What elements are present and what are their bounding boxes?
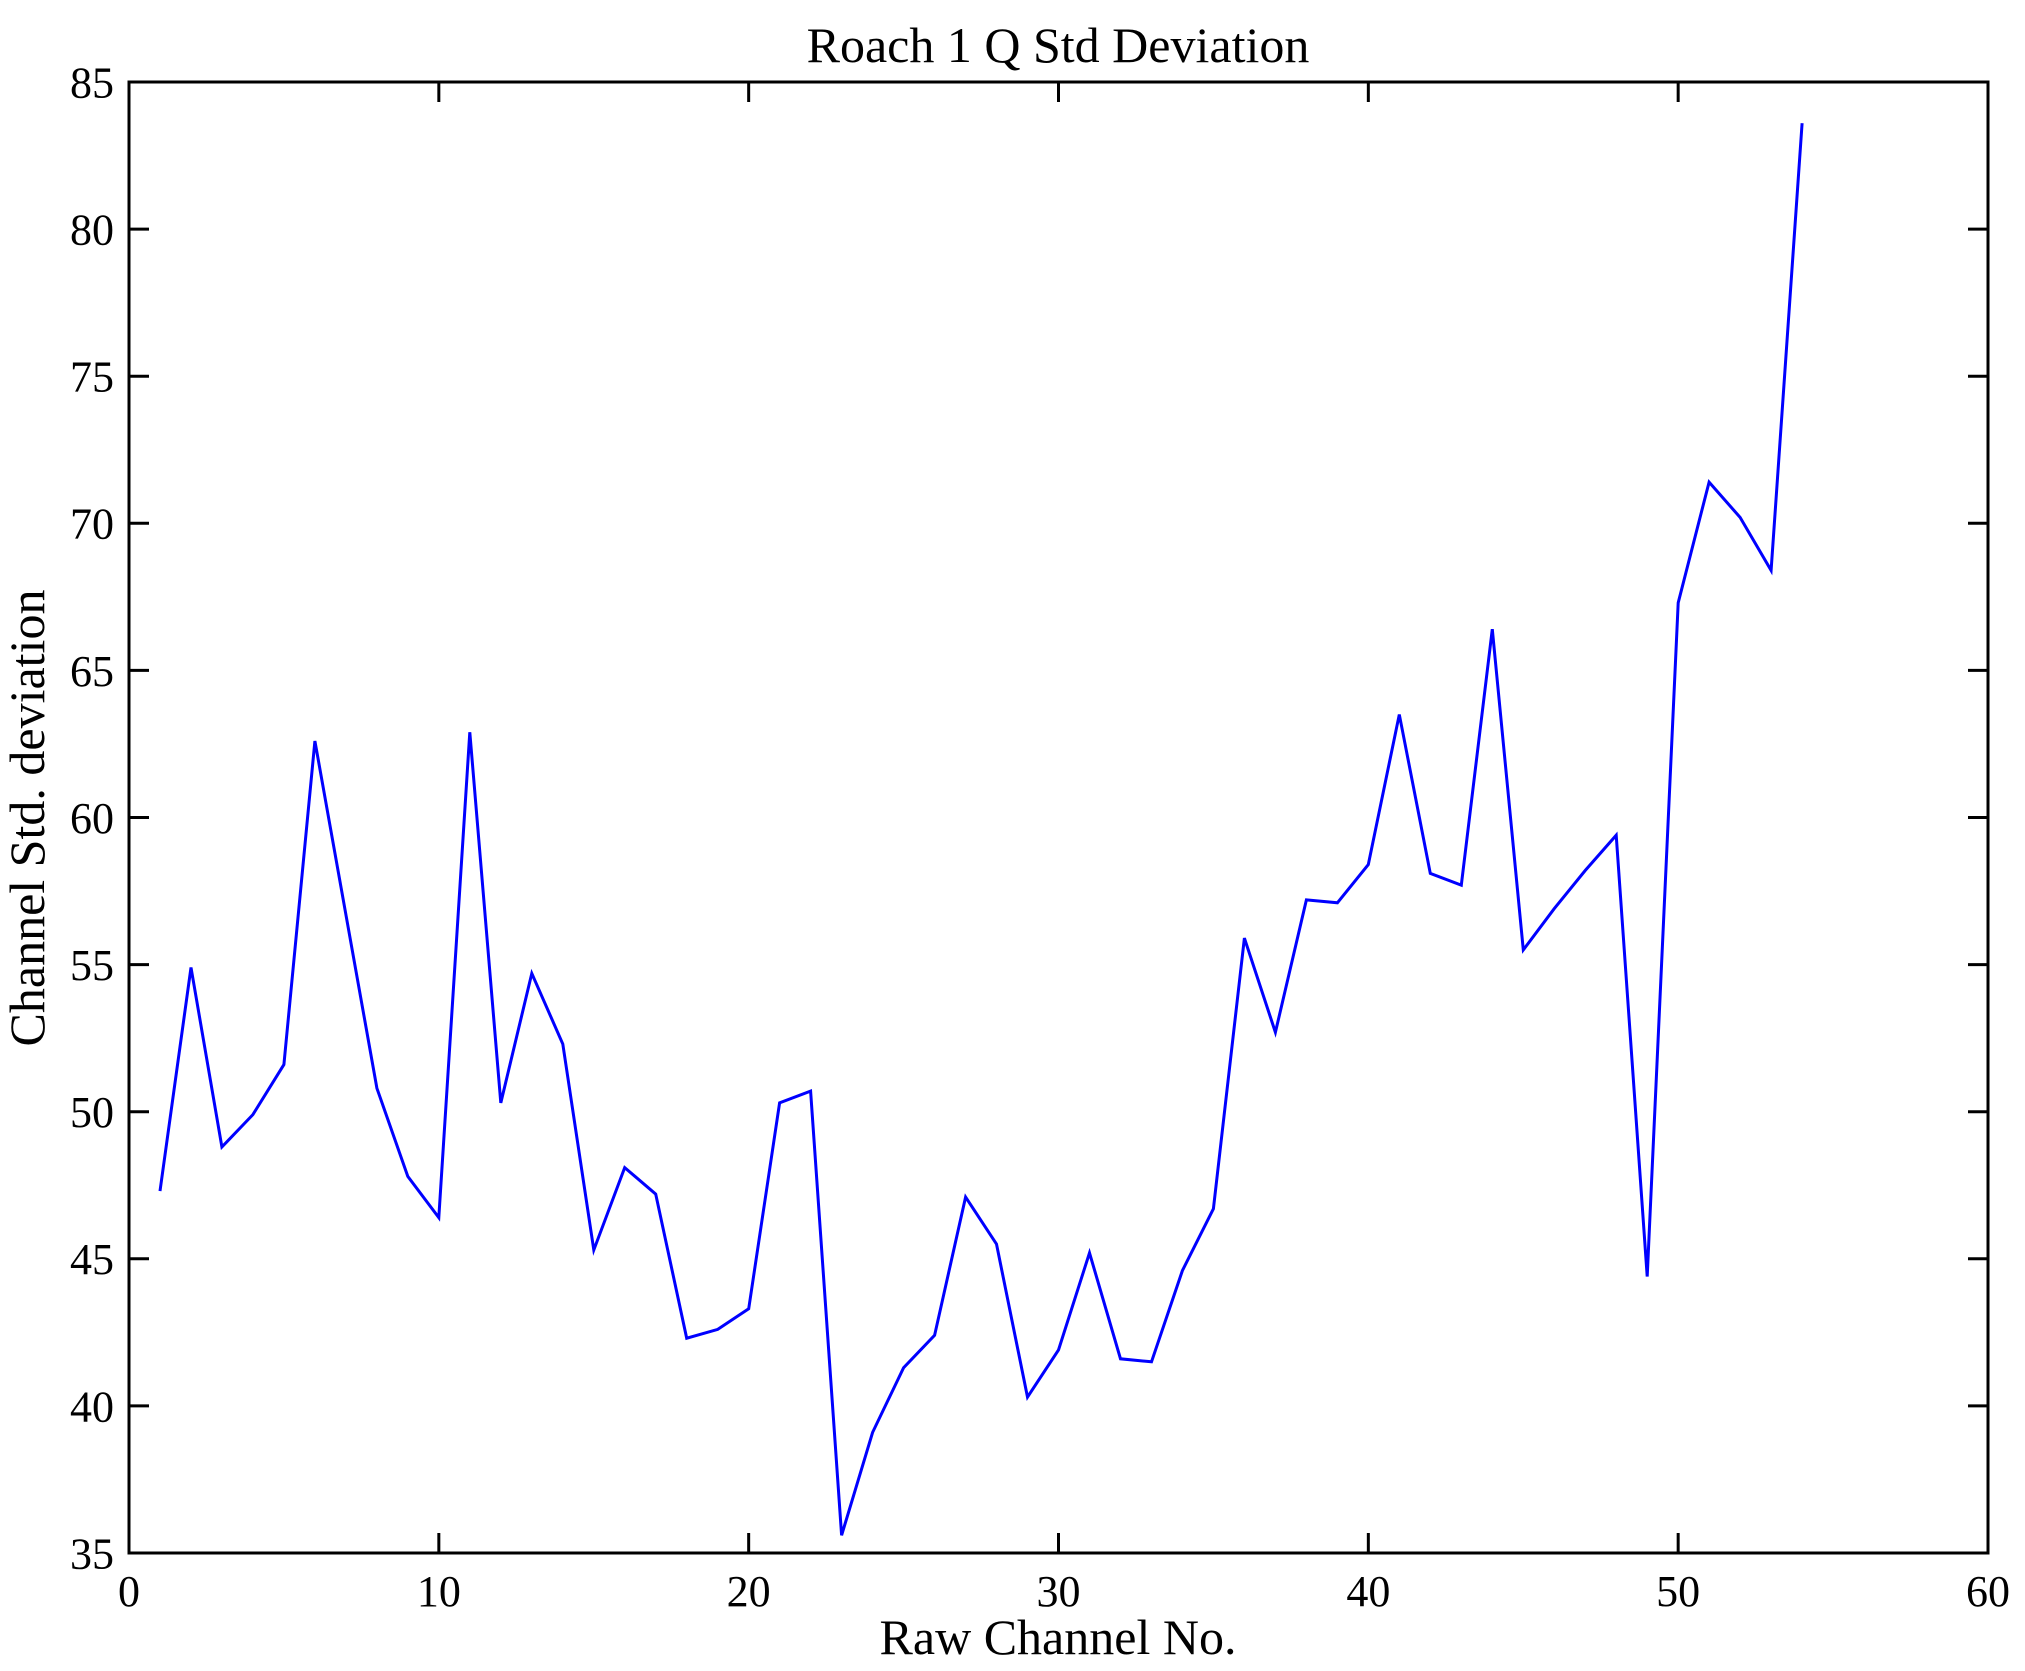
x-tick-label: 60 (1966, 1567, 2010, 1616)
y-tick-label: 85 (70, 58, 114, 107)
y-tick-label: 50 (70, 1088, 114, 1137)
data-line (158, 123, 1804, 1536)
x-tick-label: 40 (1346, 1567, 1390, 1616)
y-tick-label: 75 (70, 353, 114, 402)
y-tick-label: 35 (70, 1529, 114, 1578)
y-tick-label: 40 (70, 1382, 114, 1431)
x-tick-label: 50 (1656, 1567, 1700, 1616)
x-tick-label: 0 (118, 1567, 140, 1616)
x-axis-label: Raw Channel No. (879, 1609, 1237, 1665)
y-tick-label: 60 (70, 794, 114, 843)
y-tick-label: 45 (70, 1235, 114, 1284)
y-tick-label: 80 (70, 206, 114, 255)
x-tick-label: 10 (417, 1567, 461, 1616)
x-tick-label: 30 (1037, 1567, 1081, 1616)
x-tick-label: 20 (727, 1567, 771, 1616)
y-axis-label: Channel Std. deviation (0, 589, 55, 1047)
chart-title: Roach 1 Q Std Deviation (806, 17, 1310, 73)
y-tick-label: 65 (70, 647, 114, 696)
y-tick-label: 70 (70, 500, 114, 549)
y-tick-label: 55 (70, 941, 114, 990)
plot-frame (127, 80, 1990, 1555)
